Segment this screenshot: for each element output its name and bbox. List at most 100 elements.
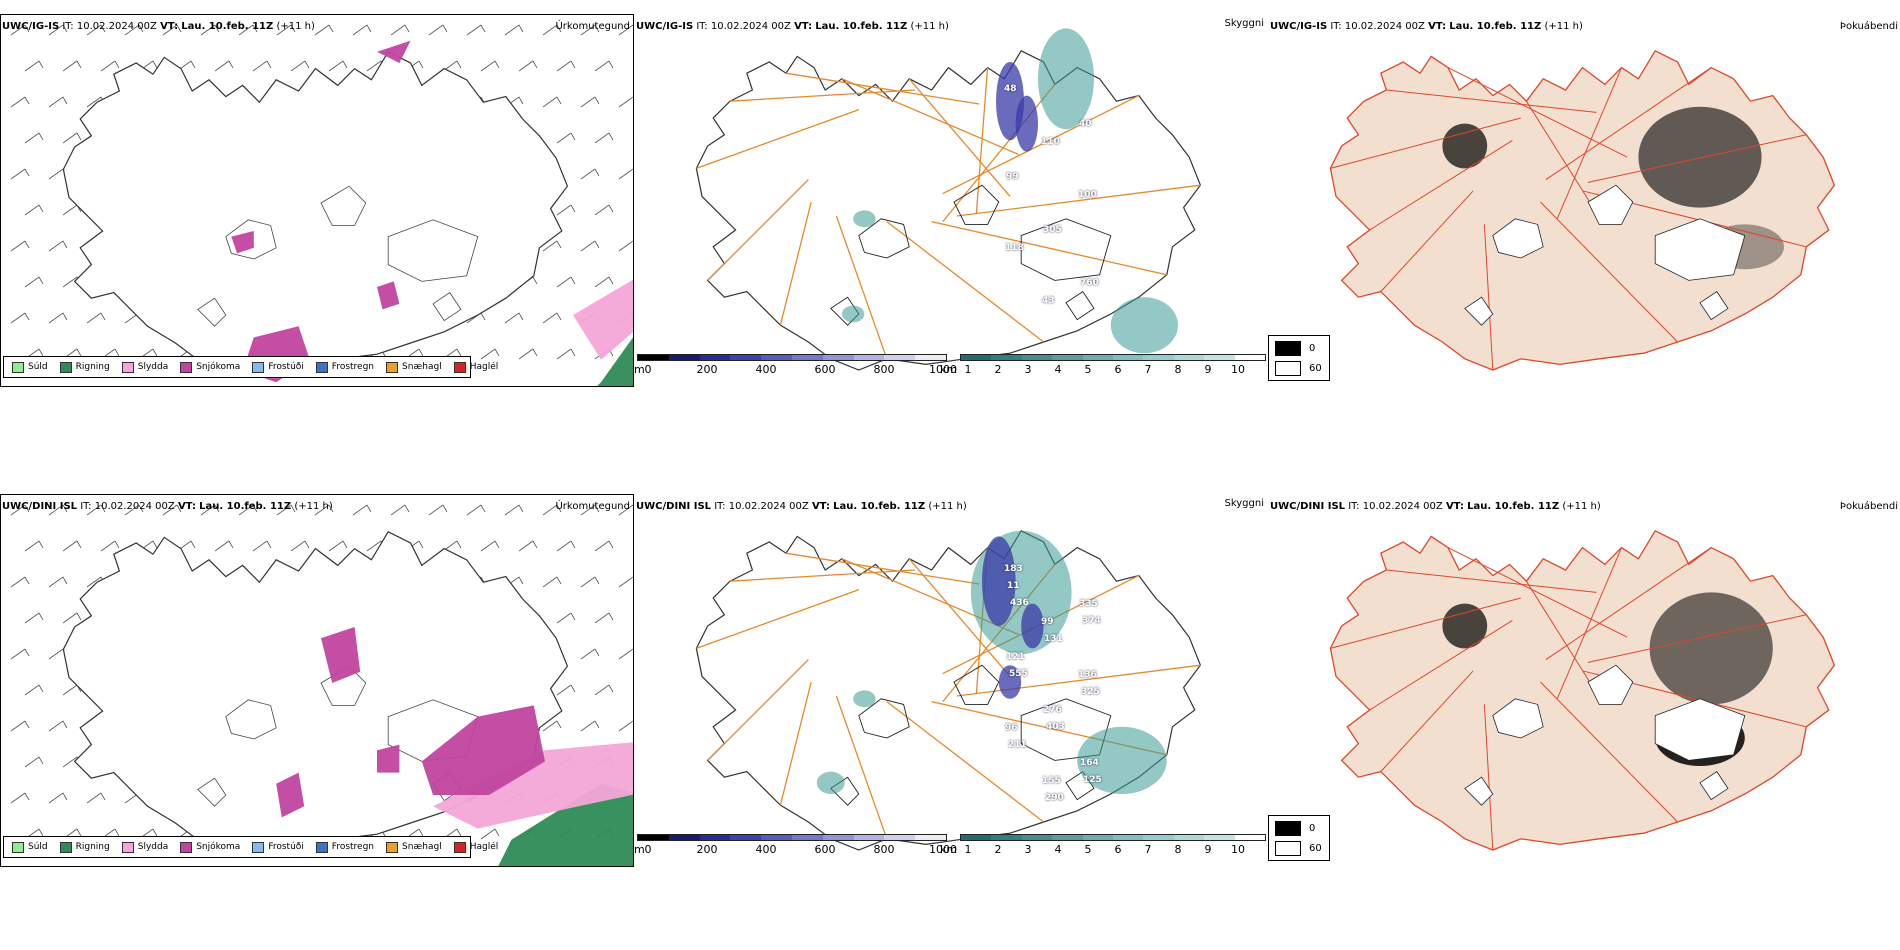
road (931, 220, 1167, 276)
visibility-value: 436 (1010, 598, 1029, 608)
wind-barb (62, 756, 78, 768)
wind-barb (10, 168, 26, 180)
wind-barb (390, 24, 406, 36)
legend-swatch (121, 841, 134, 853)
visibility-value: 11 (1007, 581, 1020, 591)
wind-barb (594, 540, 610, 552)
fog-area (1638, 106, 1762, 208)
road (956, 184, 1201, 217)
wind-barb-flag (366, 24, 372, 33)
model-name: UWC/IG-IS (2, 21, 60, 32)
coastline (1329, 529, 1836, 851)
legend-item: Frostúði (252, 841, 304, 853)
wind-barb-flag (570, 348, 576, 357)
glacier-outline (1065, 770, 1095, 801)
wind-barb-flag (570, 132, 576, 141)
wind-barb-flag (38, 540, 44, 549)
wind-barb-flag (328, 24, 334, 33)
wind-barb-flag (214, 504, 220, 513)
wind-barb (428, 24, 444, 36)
wind-barb (62, 276, 78, 288)
wind-barb-flag (494, 348, 500, 357)
visibility-tick: 1 (964, 363, 972, 376)
legend-item: Snjókoma (180, 361, 240, 373)
wind-barb (466, 504, 482, 516)
wind-barb (580, 168, 596, 180)
wind-barb (480, 348, 496, 360)
legend-swatch (453, 361, 466, 373)
road (942, 83, 1056, 223)
wind-barb-flag (190, 60, 196, 69)
wind-barb-flag (76, 540, 82, 549)
visibility-tick: 6 (1114, 363, 1122, 376)
it-value: 10.02.2024 00Z (728, 501, 809, 512)
legend-label: Snæhagl (402, 362, 442, 372)
visibility-value: 374 (1082, 616, 1101, 626)
vt-value: Lau. 10.feb. 11Z (1467, 501, 1560, 512)
legend-label: Haglél (469, 362, 499, 372)
fog-key-swatch (1275, 821, 1301, 836)
wind-barb (556, 684, 572, 696)
wind-barb-flag (556, 504, 562, 513)
wind-barb (24, 612, 40, 624)
panel-title: Þokuábendi (1839, 21, 1898, 32)
glacier-outline (432, 292, 462, 322)
wind-barb-flag (456, 540, 462, 549)
wind-barb-flag (404, 504, 410, 513)
coastline (695, 530, 1202, 851)
visibility-value: 43 (1042, 296, 1055, 306)
wind-barb-flag (138, 504, 144, 513)
wind-barb-flag (62, 792, 68, 801)
visibility-value: 100 (1078, 190, 1097, 200)
road (835, 695, 888, 840)
wind-barb (556, 204, 572, 216)
wind-barb (252, 540, 268, 552)
wind-barb (618, 576, 633, 588)
visibility-value: 136 (1078, 670, 1097, 680)
glacier-outline (1699, 291, 1729, 321)
low-visibility-area (1110, 297, 1178, 354)
glacier-outline (387, 219, 479, 282)
ceiling-tick: 600 (814, 843, 836, 856)
wind-barb (48, 24, 64, 36)
legend-item: Haglél (453, 841, 498, 853)
wind-barb (314, 504, 330, 516)
fog-map (1329, 49, 1836, 371)
ceiling-tick: 400 (755, 363, 777, 376)
wind-barb (466, 24, 482, 36)
wind-barb (504, 504, 520, 516)
wind-barb (10, 792, 26, 804)
wind-barb (366, 60, 382, 72)
precip-area (377, 281, 400, 310)
wind-barb-flag (290, 24, 296, 33)
visibility-tick: 4 (1054, 363, 1062, 376)
visibility-value: 211 (1008, 740, 1027, 750)
wind-barb (594, 204, 610, 216)
ceiling-tick: 0 (644, 363, 652, 376)
road (1386, 569, 1597, 593)
wind-barb (314, 24, 330, 36)
glacier-outline (225, 219, 277, 260)
wind-barb-flag (100, 24, 106, 33)
lead-time: (+11 h) (1562, 501, 1601, 512)
fog-key-swatch (1275, 841, 1301, 856)
wind-barb-flag (570, 540, 576, 549)
run-header: UWC/IG-IS IT: 10.02.2024 00Z VT: Lau. 10… (2, 21, 315, 32)
fog-area (1442, 603, 1488, 649)
wind-barb-flag (442, 504, 448, 513)
visibility-panel: 183 99 136 96 155 335 121 276 164 11 131 325 211 290 3… (634, 494, 1268, 867)
wind-barb-flag (480, 24, 486, 33)
vt-value: Lau. 10.feb. 11Z (199, 501, 292, 512)
wind-barb (238, 24, 254, 36)
fog-key-label: 0 (1309, 343, 1316, 354)
wind-barb (556, 132, 572, 144)
glacier-outline (1699, 771, 1729, 801)
wind-barb-flag (228, 540, 234, 549)
wind-barb (594, 276, 610, 288)
road (779, 681, 812, 806)
wind-barb (618, 720, 633, 732)
wind-barb (390, 504, 406, 516)
wind-barb-flag (24, 792, 30, 801)
wind-barb (214, 540, 230, 552)
fog-key-swatch (1275, 341, 1301, 356)
